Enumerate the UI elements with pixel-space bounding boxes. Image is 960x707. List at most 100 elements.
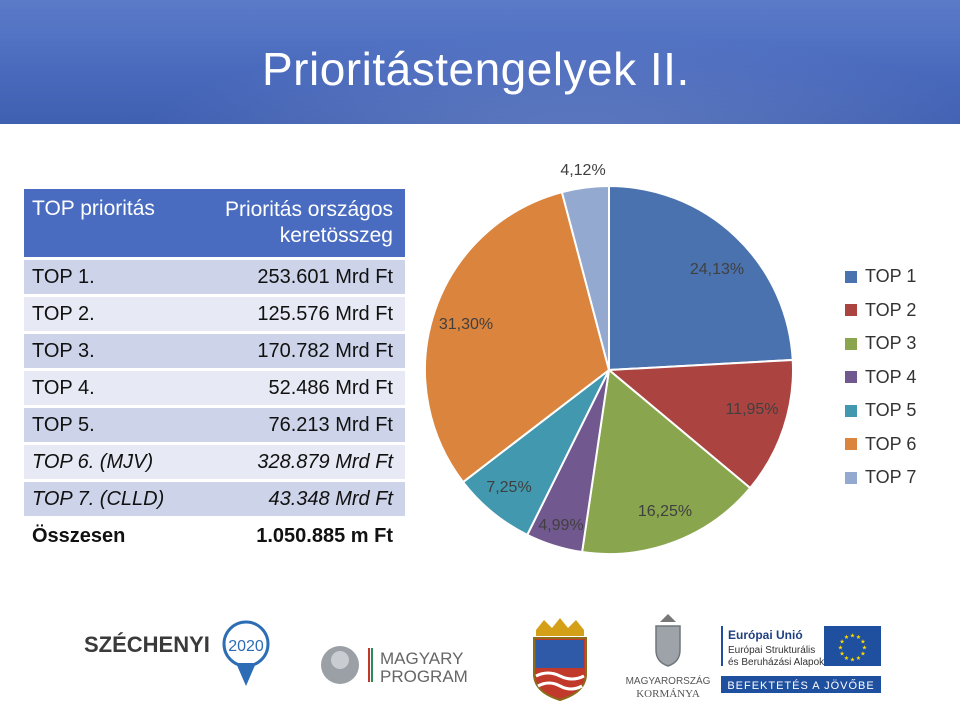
slide-title: Prioritástengelyek II. [262,43,690,95]
priority-amount: 52.486 Mrd Ft [181,371,405,405]
magyary-stripe-green [371,648,373,682]
eu-funds-logo: Európai Unió Európai Strukturális és Ber… [721,626,881,693]
priority-name: TOP 2. [24,297,181,331]
eu-stars: ★★★★★★★★★ ★ ★★ [838,633,867,664]
table-header-row: TOP prioritás Prioritás országos keretös… [24,189,405,257]
table-row: TOP 1. 253.601 Mrd Ft [24,260,405,294]
table-row: TOP 7. (CLLD) 43.348 Mrd Ft [24,482,405,516]
eu-banner [721,676,881,693]
szechenyi-2020-logo: SZÉCHENYI 2020 [84,620,270,686]
legend-swatch [845,270,857,283]
legend-label: TOP 6 [865,433,917,454]
eu-star-icon: ★ [860,639,865,646]
legend-item: TOP 3 [845,327,916,361]
legend-item: TOP 1 [845,260,916,294]
table-row: TOP 4. 52.486 Mrd Ft [24,371,405,405]
szechenyi-text: SZÉCHENYI [84,632,210,657]
eu-star-icon: ★ [844,655,849,662]
legend-item: TOP 2 [845,294,916,328]
legend-label: TOP 2 [865,299,917,320]
eu-flag-icon [824,626,881,666]
legend-item: TOP 7 [845,461,916,495]
table-row: TOP 2. 125.576 Mrd Ft [24,297,405,331]
column-header-amount: Prioritás országos keretösszeg [181,189,405,257]
pie-labels: 24,13% 11,95% 16,25% 4,99% 7,25% 31,30% 4,12% [439,162,779,534]
priority-name: TOP 3. [24,334,181,368]
pie-slice-top-1 [608,184,794,372]
magyary-program-logo: MAGYARY PROGRAM [321,646,468,686]
government-logo: MAGYARORSZÁG KORMÁNYA [626,614,711,700]
pie-slice-top-2 [606,358,794,490]
priority-name: TOP 7. (CLLD) [24,482,181,516]
legend-label: TOP 5 [865,400,917,421]
eu-banner-text: BEFEKTETÉS A JÖVŐBE [727,678,874,692]
legend-swatch [845,304,857,317]
legend-label: TOP 7 [865,467,917,488]
pie-data-label: 11,95% [725,401,778,418]
title-band: Prioritástengelyek II. [0,0,960,124]
eu-text-line1: Európai Unió [728,628,803,642]
priority-amount: 76.213 Mrd Ft [181,408,405,442]
priority-amount: 253.601 Mrd Ft [181,260,405,294]
pie-slices [424,184,794,555]
priority-amount: 43.348 Mrd Ft [181,482,405,516]
footer-logos: SZÉCHENYI 2020 MAGYARY PROGRAM MAGYARORS [0,600,960,702]
column-header-priority: TOP prioritás [24,189,181,257]
legend-item: TOP 6 [845,428,916,462]
legend-label: TOP 3 [865,333,917,354]
logo-strip: SZÉCHENYI 2020 MAGYARY PROGRAM MAGYARORS [84,614,881,702]
pie-data-label: 4,99% [538,517,583,534]
magyary-stripe-red [368,648,370,682]
title-band-highlight [0,0,960,124]
government-text-line1: MAGYARORSZÁG [626,674,711,687]
total-label: Összesen [24,519,181,553]
table-row: TOP 6. (MJV) 328.879 Mrd Ft [24,445,405,479]
legend-swatch [845,337,857,350]
table-body: TOP 1. 253.601 Mrd Ft TOP 2. 125.576 Mrd Ft… [24,260,405,553]
priority-name: TOP 5. [24,408,181,442]
eu-star-icon: ★ [856,655,861,662]
szechenyi-pin-tail [236,663,256,686]
eu-star-icon: ★ [850,657,855,664]
pie-slice-top-7 [560,184,610,371]
crown-icon [660,614,676,622]
total-amount: 1.050.885 m Ft [181,519,405,553]
pie-data-label: 4,12% [560,162,605,179]
eu-star-icon: ★ [839,639,844,646]
priority-table: TOP prioritás Prioritás országos keretös… [24,186,405,556]
table-row: TOP 5. 76.213 Mrd Ft [24,408,405,442]
eu-star-icon: ★ [844,634,849,641]
eu-text-line2: Európai Strukturális [728,645,815,656]
priority-amount: 170.782 Mrd Ft [181,334,405,368]
government-text-line2: KORMÁNYA [636,688,700,700]
priority-amount: 328.879 Mrd Ft [181,445,405,479]
priority-name: TOP 1. [24,260,181,294]
eu-text-line3: és Beruházási Alapok [728,657,825,668]
legend-swatch [845,371,857,384]
pie-data-label: 31,30% [439,316,493,333]
magyary-text-line2: PROGRAM [380,667,468,686]
legend-label: TOP 4 [865,366,917,387]
pie-slice-top-3 [580,368,752,555]
eu-star-icon: ★ [838,645,843,652]
legend-item: TOP 4 [845,361,916,395]
total-row: Összesen 1.050.885 m Ft [24,519,405,553]
eu-star-icon: ★ [839,651,844,658]
priority-name: TOP 6. (MJV) [24,445,181,479]
legend-swatch [845,438,857,451]
priority-amount: 125.576 Mrd Ft [181,297,405,331]
pie-data-label: 7,25% [486,479,531,496]
szechenyi-year: 2020 [228,638,264,655]
magyary-text-line1: MAGYARY [380,649,463,668]
priority-name: TOP 4. [24,371,181,405]
pie-slice-top-6 [424,190,611,484]
legend-swatch [845,404,857,417]
chart-legend: TOP 1 TOP 2 TOP 3 TOP 4 TOP 5 TOP 6 TOP 7 [845,260,916,495]
hungarian-coat-of-arms-icon [655,625,681,667]
eu-star-icon: ★ [860,651,865,658]
legend-label: TOP 1 [865,266,917,287]
legend-swatch [845,471,857,484]
table-row: TOP 3. 170.782 Mrd Ft [24,334,405,368]
pie-data-label: 16,25% [638,503,692,520]
